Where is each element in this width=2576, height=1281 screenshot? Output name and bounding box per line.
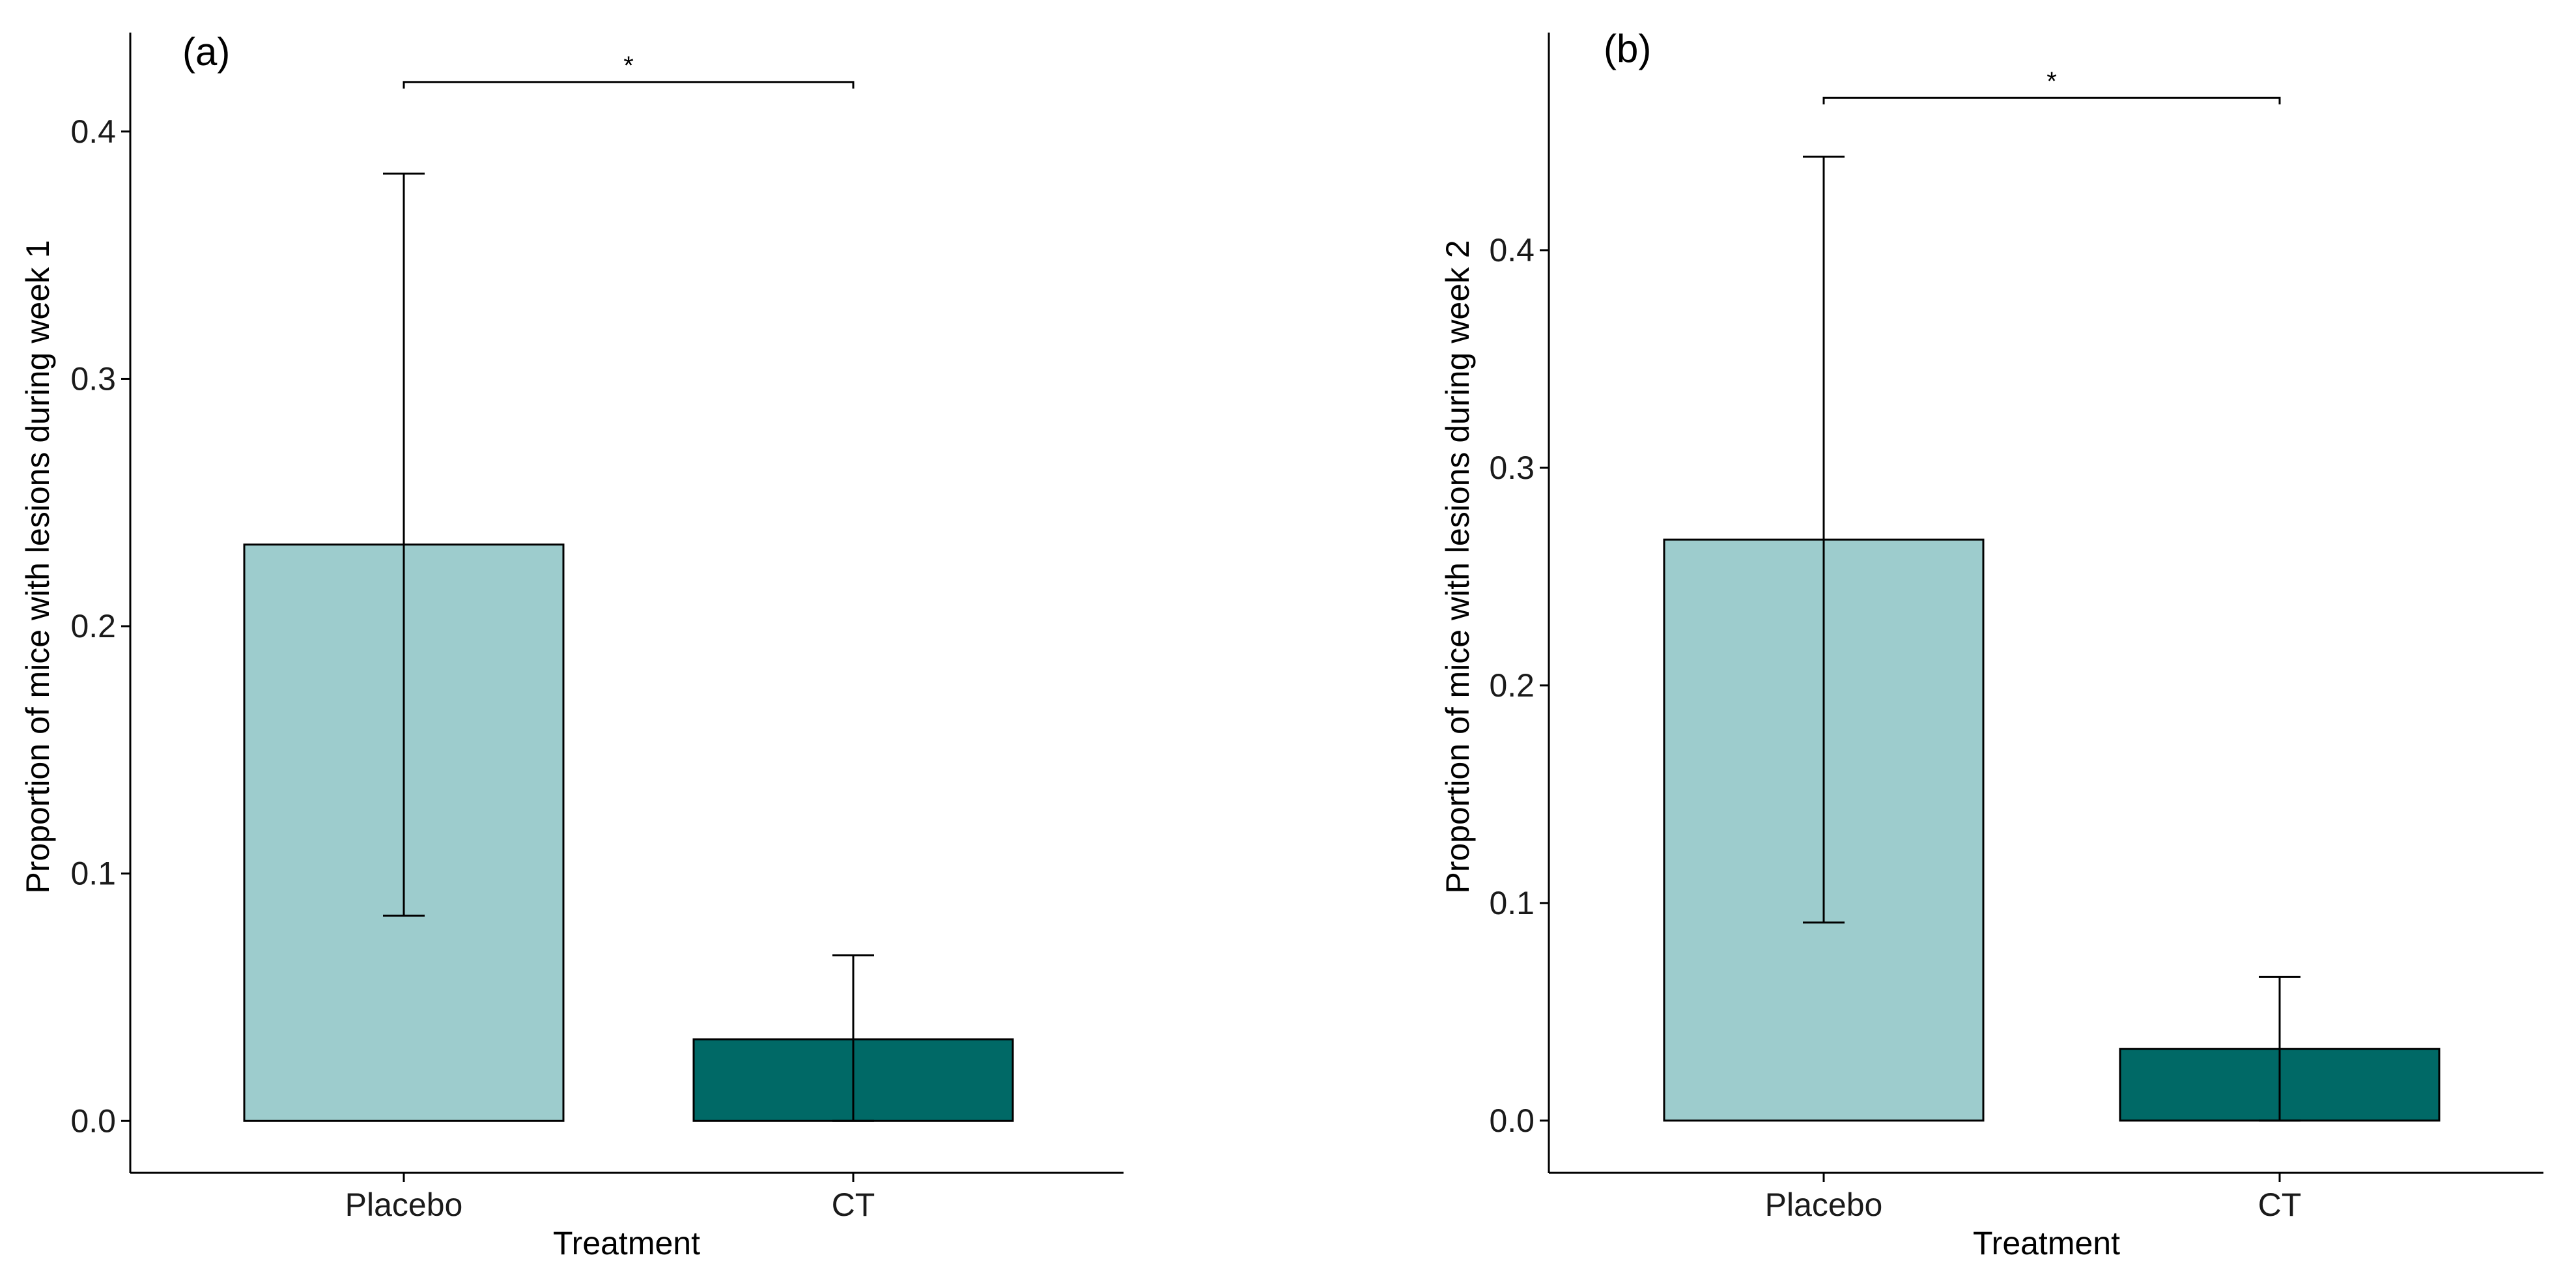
x-axis-title: Treatment xyxy=(1973,1225,2120,1261)
y-tick-label: 0.1 xyxy=(1489,885,1535,921)
significance-label: * xyxy=(2046,67,2057,96)
y-tick-label: 0.2 xyxy=(1489,667,1535,704)
y-tick-label: 0.4 xyxy=(1489,232,1535,268)
x-tick-label: Placebo xyxy=(1765,1187,1883,1223)
y-tick-label: 0.3 xyxy=(1489,450,1535,486)
significance-label: * xyxy=(623,51,634,80)
y-tick-label: 0.1 xyxy=(70,856,116,892)
y-tick-label: 0.0 xyxy=(70,1102,116,1139)
significance-bracket xyxy=(403,81,855,89)
x-tick-label: CT xyxy=(832,1187,875,1223)
y-tick-label: 0.2 xyxy=(70,608,116,644)
x-axis-title: Treatment xyxy=(553,1225,700,1261)
y-axis-title: Proportion of mice with lesions during w… xyxy=(1439,240,1476,893)
x-tick-label: Placebo xyxy=(345,1187,463,1223)
y-tick-label: 0.4 xyxy=(70,113,116,150)
y-tick-label: 0.3 xyxy=(70,360,116,397)
y-axis-title: Proportion of mice with lesions during w… xyxy=(20,240,56,893)
panel-label: (a) xyxy=(182,30,230,74)
panel-label: (b) xyxy=(1604,27,1651,70)
x-tick-label: CT xyxy=(2258,1187,2302,1223)
significance-bracket xyxy=(1822,96,2281,105)
y-tick-label: 0.0 xyxy=(1489,1102,1535,1139)
